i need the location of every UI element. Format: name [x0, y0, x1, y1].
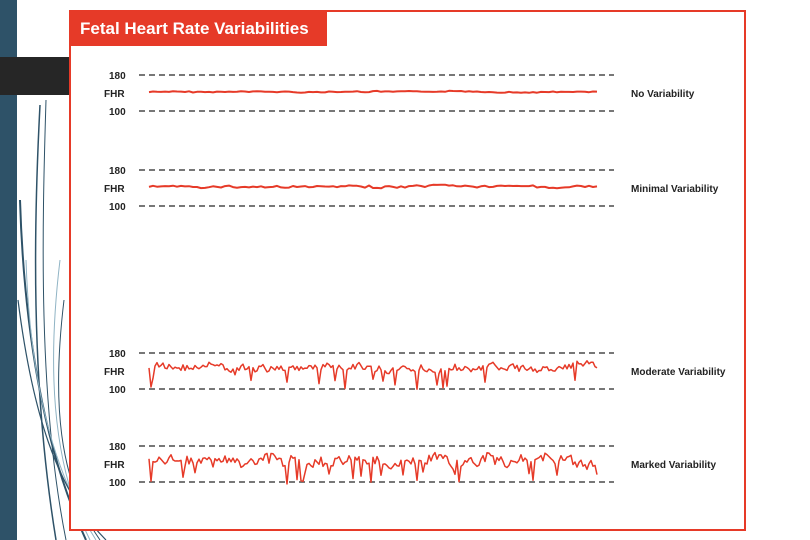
axis-upper-label: 180 [109, 166, 126, 177]
strip-label: Marked Variability [631, 460, 716, 471]
axis-lower-label: 100 [109, 478, 126, 489]
slide-left-sidebar [0, 0, 17, 540]
axis-upper-label: 180 [109, 442, 126, 453]
fhr-strips: 180 FHR 100 No Variability 180 FHR 100 Minimal … [104, 71, 726, 489]
strip-2: 180 FHR 100 Minimal Variability [104, 166, 719, 213]
fhr-trace [148, 360, 598, 390]
strip-label: No Variability [631, 89, 695, 100]
strip-label: Minimal Variability [631, 184, 719, 195]
fhr-trace [148, 89, 598, 94]
slide-dark-block [0, 57, 76, 95]
axis-lower-label: 100 [109, 202, 126, 213]
axis-upper-label: 180 [109, 349, 126, 360]
figure-title: Fetal Heart Rate Variabilities [71, 12, 327, 46]
strip-label: Moderate Variability [631, 367, 726, 378]
fhr-trace [148, 183, 598, 190]
axis-lower-label: 100 [109, 107, 126, 118]
axis-fhr-label: FHR [104, 184, 125, 195]
axis-fhr-label: FHR [104, 460, 125, 471]
strip-3: 180 FHR 100 Moderate Variability [104, 349, 726, 396]
fhr-trace [148, 451, 598, 485]
axis-fhr-label: FHR [104, 367, 125, 378]
strip-1: 180 FHR 100 No Variability [104, 71, 695, 118]
axis-upper-label: 180 [109, 71, 126, 82]
fhr-figure: Fetal Heart Rate Variabilities 180 FHR 100… [69, 10, 746, 531]
axis-fhr-label: FHR [104, 89, 125, 100]
axis-lower-label: 100 [109, 385, 126, 396]
strip-4: 180 FHR 100 Marked Variability [104, 442, 716, 489]
